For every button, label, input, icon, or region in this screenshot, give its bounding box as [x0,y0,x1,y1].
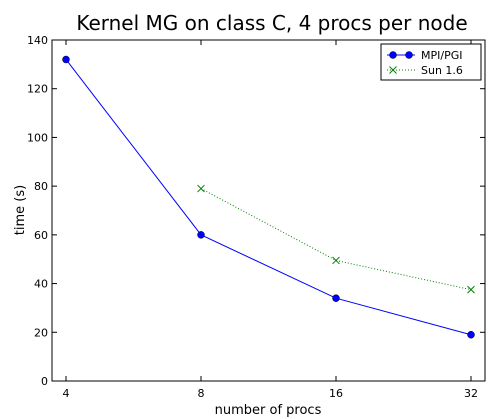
legend: MPI/PGI Sun 1.6 [380,43,482,81]
data-point [197,184,205,193]
x-tick-label: 4 [63,387,70,400]
x-tick-label: 32 [464,387,478,400]
data-point [467,330,475,339]
data-point [332,256,340,265]
legend-item: MPI/PGI [387,49,462,62]
series-1 [62,55,475,339]
y-tick-label: 80 [34,180,48,193]
x-axis-label: number of procs [215,403,322,418]
series-line [65,59,472,336]
legend-marker [389,51,397,59]
chart-title: Kernel MG on class C, 4 procs per node [76,11,467,35]
legend-box [380,43,482,81]
legend-label: MPI/PGI [421,49,462,62]
y-axis-label: time (s) [13,185,28,235]
data-point [62,55,70,64]
data-point [332,294,340,302]
series-line [200,188,472,291]
legend-item: Sun 1.6 [387,64,463,77]
y-tick-label: 140 [27,34,48,47]
y-tick-label: 40 [34,278,48,291]
x-tick-label: 16 [329,387,343,400]
plot-frame [51,39,486,382]
data-point [467,285,475,294]
legend-label: Sun 1.6 [421,64,463,77]
y-tick-label: 0 [41,375,48,388]
series-layer [62,55,475,339]
legend-marker [389,66,397,74]
series-2 [197,184,475,294]
data-point [197,231,205,239]
legend-marker [405,51,413,59]
x-tick-label: 8 [198,387,205,400]
y-tick-label: 20 [34,326,48,339]
axis-ticks: 0 20 40 60 80 100 120 140 4 8 16 32 [27,34,485,400]
y-tick-label: 60 [34,229,48,242]
y-tick-label: 120 [27,83,48,96]
y-tick-label: 100 [27,131,48,144]
